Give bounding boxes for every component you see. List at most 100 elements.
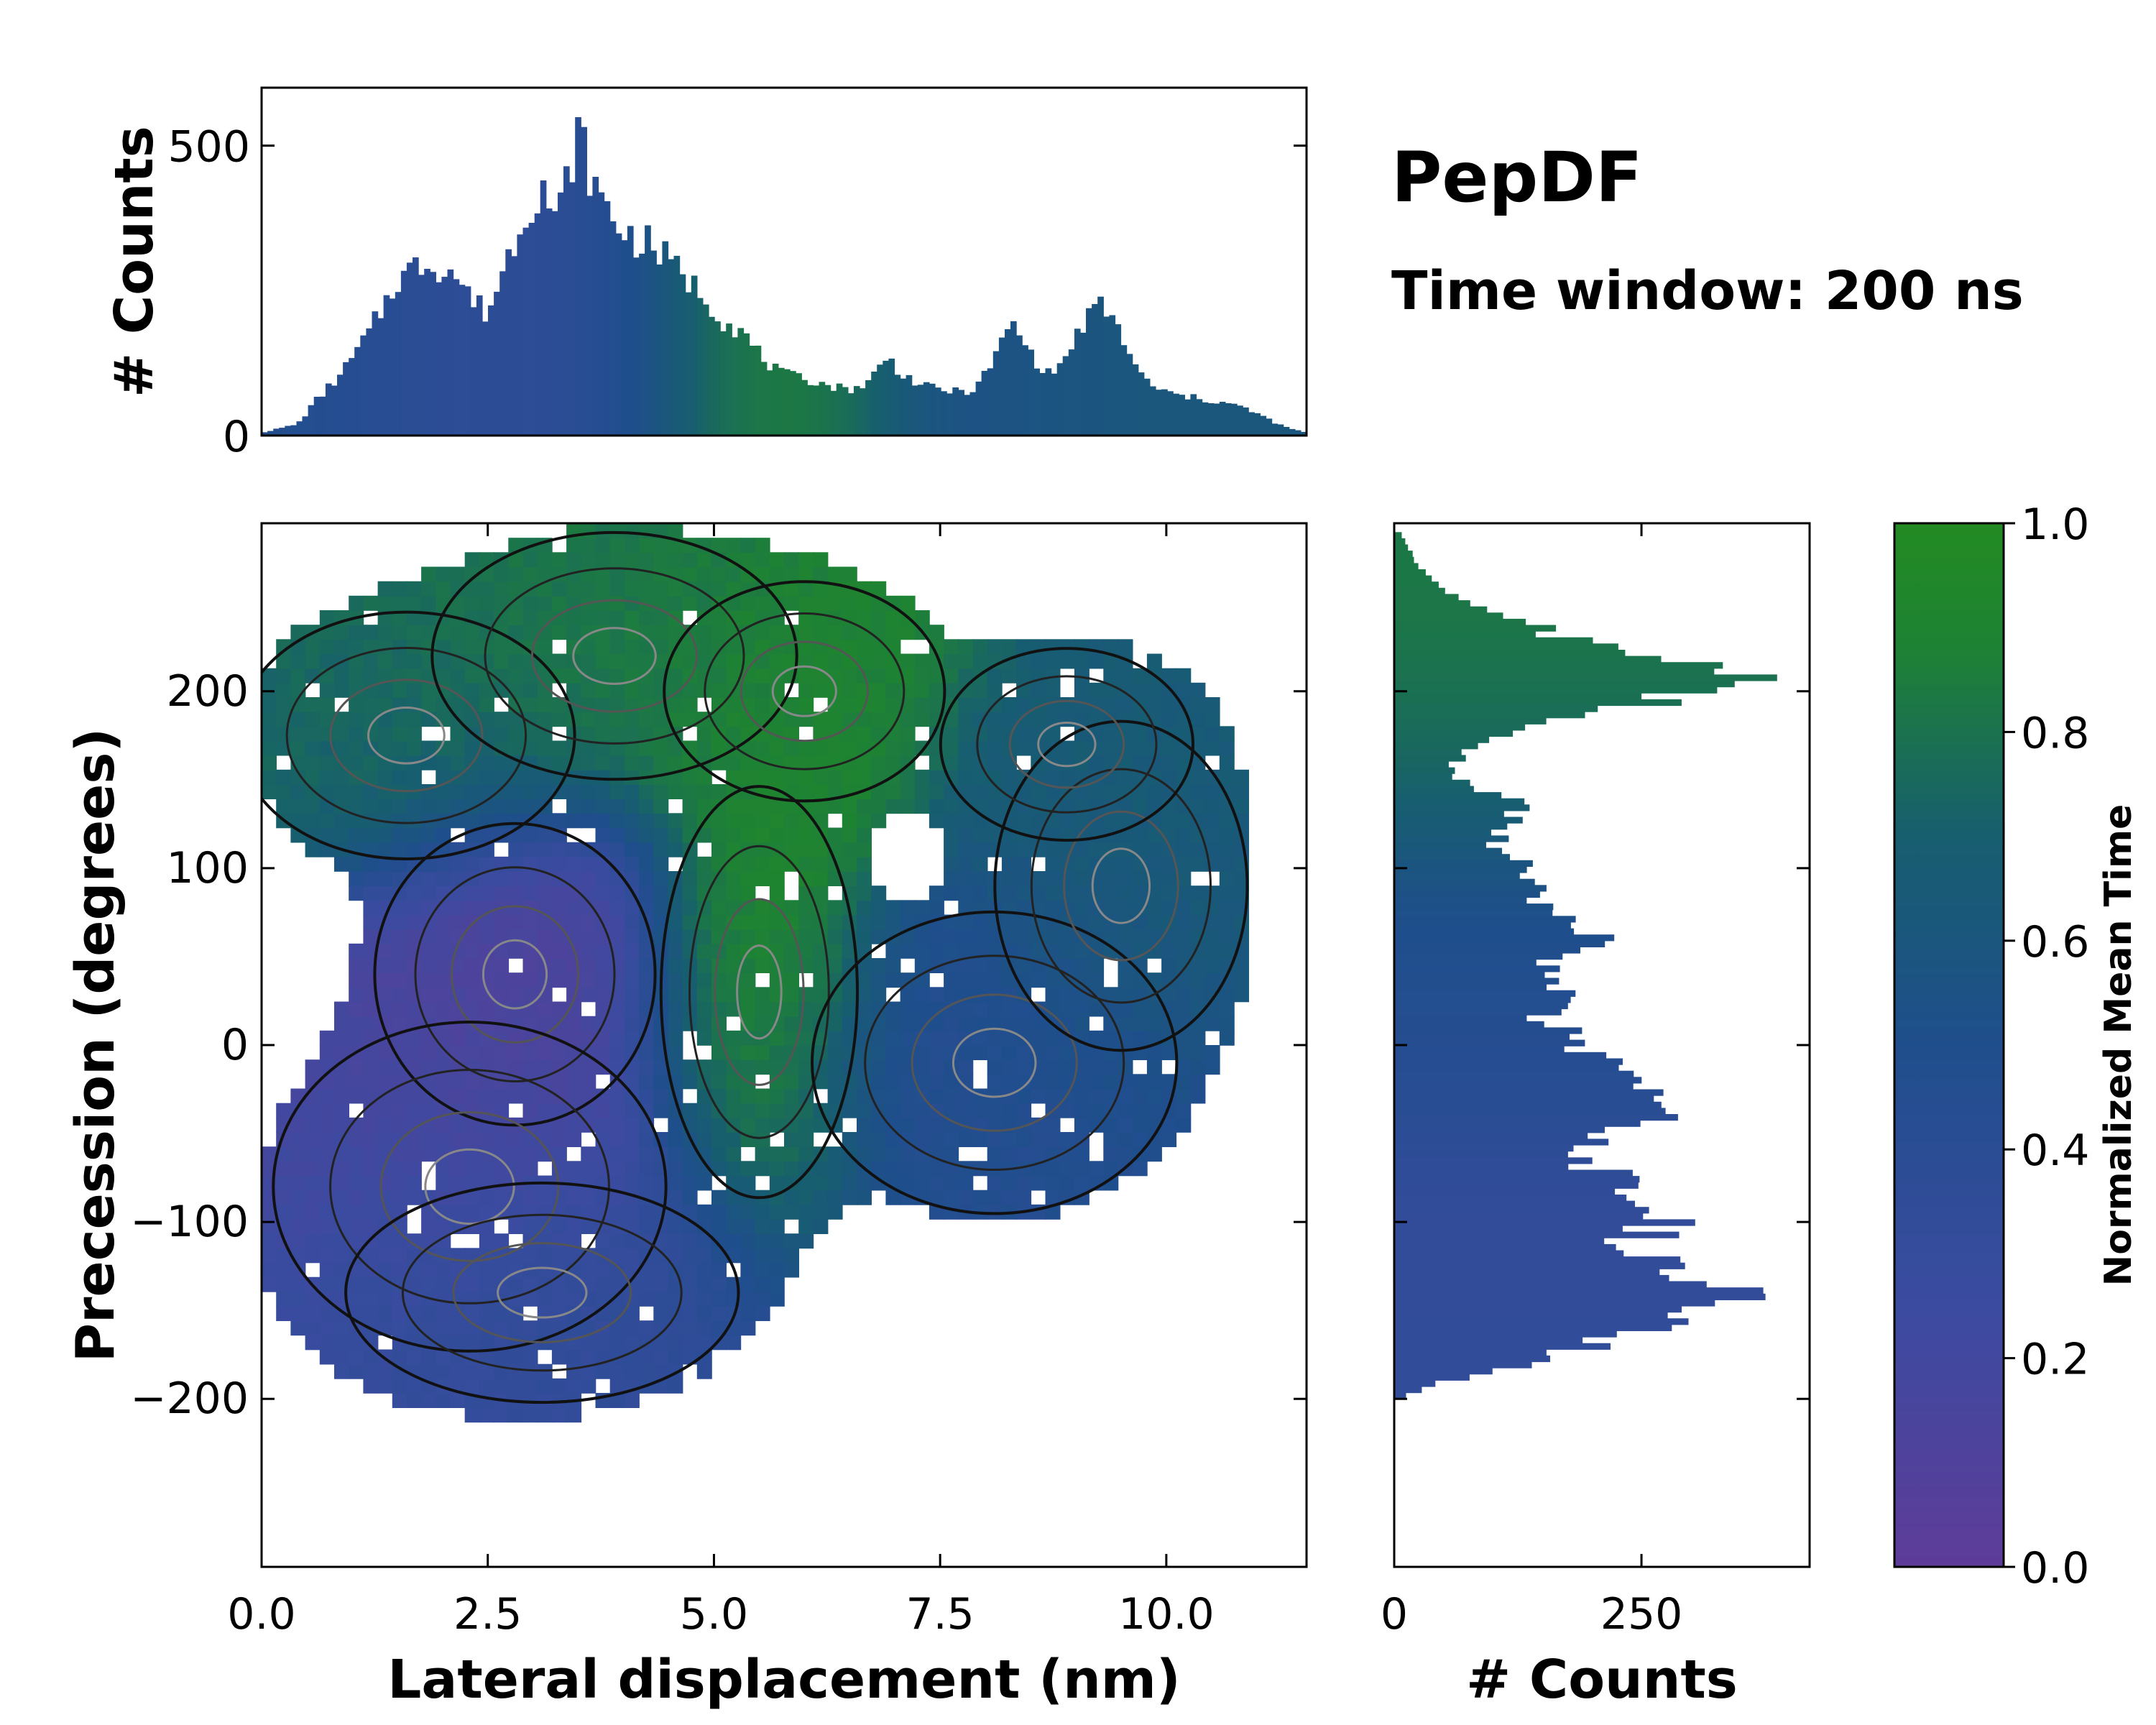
heatmap-cell [334, 813, 349, 829]
heatmap-cell [1204, 987, 1220, 1003]
heatmap-cell [508, 610, 524, 625]
heatmap-cell [508, 914, 524, 930]
heatmap-cell [494, 799, 510, 814]
heatmap-cell [682, 581, 698, 597]
heatmap-cell [827, 958, 843, 973]
heatmap-cell [871, 1001, 887, 1017]
heatmap-cell [1059, 871, 1075, 886]
heatmap-cell [914, 900, 930, 916]
heatmap-cell [827, 1016, 843, 1031]
heatmap-cell [551, 1335, 567, 1351]
heatmap-cell [857, 595, 872, 611]
top-histogram-bar [1156, 390, 1162, 436]
heatmap-contour [430, 530, 798, 781]
heatmap-cell [334, 1103, 349, 1118]
heatmap-cell [944, 856, 959, 872]
heatmap-cell [857, 1190, 872, 1205]
side-histogram-bar [1394, 563, 1419, 570]
top-histogram-bar [639, 253, 645, 436]
heatmap-cell [755, 1161, 770, 1177]
heatmap-cell [653, 784, 669, 799]
heatmap-cell [1074, 972, 1089, 988]
heatmap-cell [522, 1045, 538, 1060]
heatmap-cell [784, 726, 799, 742]
heatmap-cell [450, 1161, 466, 1177]
heatmap-cell [1161, 740, 1177, 756]
heatmap-cell [1132, 827, 1148, 843]
heatmap-cell [479, 1045, 494, 1060]
heatmap-cell [624, 972, 640, 988]
heatmap-cell [871, 610, 887, 625]
side-histogram-bar [1394, 978, 1560, 985]
heatmap-cell [421, 682, 437, 698]
heatmap-cell [537, 595, 553, 611]
heatmap-cell [1059, 755, 1075, 770]
heatmap-cell [827, 1146, 843, 1162]
heatmap-cell [581, 1291, 596, 1307]
heatmap-cell [696, 552, 712, 568]
heatmap-cell [696, 1117, 712, 1133]
heatmap-cell [406, 1146, 422, 1162]
top-histogram-bar [1184, 399, 1192, 436]
side-histogram-bar [1394, 984, 1547, 991]
heatmap-cell [363, 1088, 379, 1104]
heatmap-cell [987, 1103, 1003, 1118]
heatmap-cell [1190, 827, 1206, 843]
heatmap-cell [406, 842, 422, 857]
heatmap-cell [639, 987, 655, 1003]
heatmap-cell [479, 1132, 494, 1147]
heatmap-cell [827, 1190, 843, 1205]
heatmap-cell [696, 914, 712, 930]
heatmap-cell [1059, 943, 1075, 959]
heatmap-cell [668, 1349, 683, 1365]
top-histogram-bar [517, 234, 524, 436]
heatmap-cell [537, 886, 553, 901]
heatmap-cell [276, 726, 292, 742]
heatmap-cell [1001, 929, 1017, 944]
heatmap-cell [1103, 1001, 1119, 1017]
side-histogram-bar [1394, 891, 1540, 898]
heatmap-cell [958, 827, 974, 843]
heatmap-cell [1016, 653, 1032, 669]
heatmap-cell [813, 1204, 829, 1220]
heatmap-cell [1016, 726, 1032, 742]
heatmap-cell [1031, 1088, 1046, 1104]
top-histogram-bar [1179, 395, 1185, 436]
top-histogram-bar [575, 117, 581, 436]
heatmap-cell [262, 712, 277, 727]
heatmap-cell [798, 1175, 814, 1191]
heatmap-cell [494, 1190, 510, 1205]
heatmap-cell [740, 972, 756, 988]
heatmap-cell [740, 1001, 756, 1017]
heatmap-cell [551, 1146, 567, 1162]
heatmap-cell [696, 726, 712, 742]
heatmap-cell [726, 639, 742, 655]
heatmap-cell [1089, 914, 1105, 930]
heatmap-cell [595, 1363, 611, 1379]
heatmap-cell [1234, 972, 1249, 988]
side-histogram-bar [1394, 1306, 1682, 1313]
heatmap-cell [290, 1204, 306, 1220]
heatmap-contour [704, 612, 906, 770]
heatmap-cell [1118, 799, 1133, 814]
heatmap-cell [1045, 1161, 1061, 1177]
heatmap-cell [1234, 886, 1249, 901]
side-histogram-bar [1394, 1386, 1422, 1394]
heatmap-cell [363, 1132, 379, 1147]
heatmap-cell [450, 856, 466, 872]
heatmap-cell [914, 1074, 930, 1090]
heatmap-cell [885, 799, 901, 814]
heatmap-cell [798, 1161, 814, 1177]
heatmap-cell [1219, 842, 1235, 857]
top-histogram-bar [1062, 356, 1069, 436]
heatmap-cell [813, 842, 829, 857]
heatmap-cell [696, 886, 712, 901]
heatmap-cell [1001, 784, 1017, 799]
heatmap-cell [1176, 1001, 1192, 1017]
heatmap-cell [1016, 1132, 1032, 1147]
heatmap-cell [595, 871, 611, 886]
heatmap-cell [1089, 871, 1105, 886]
heatmap-cell [363, 1016, 379, 1031]
heatmap-cell [798, 1045, 814, 1060]
heatmap-cell [827, 827, 843, 843]
